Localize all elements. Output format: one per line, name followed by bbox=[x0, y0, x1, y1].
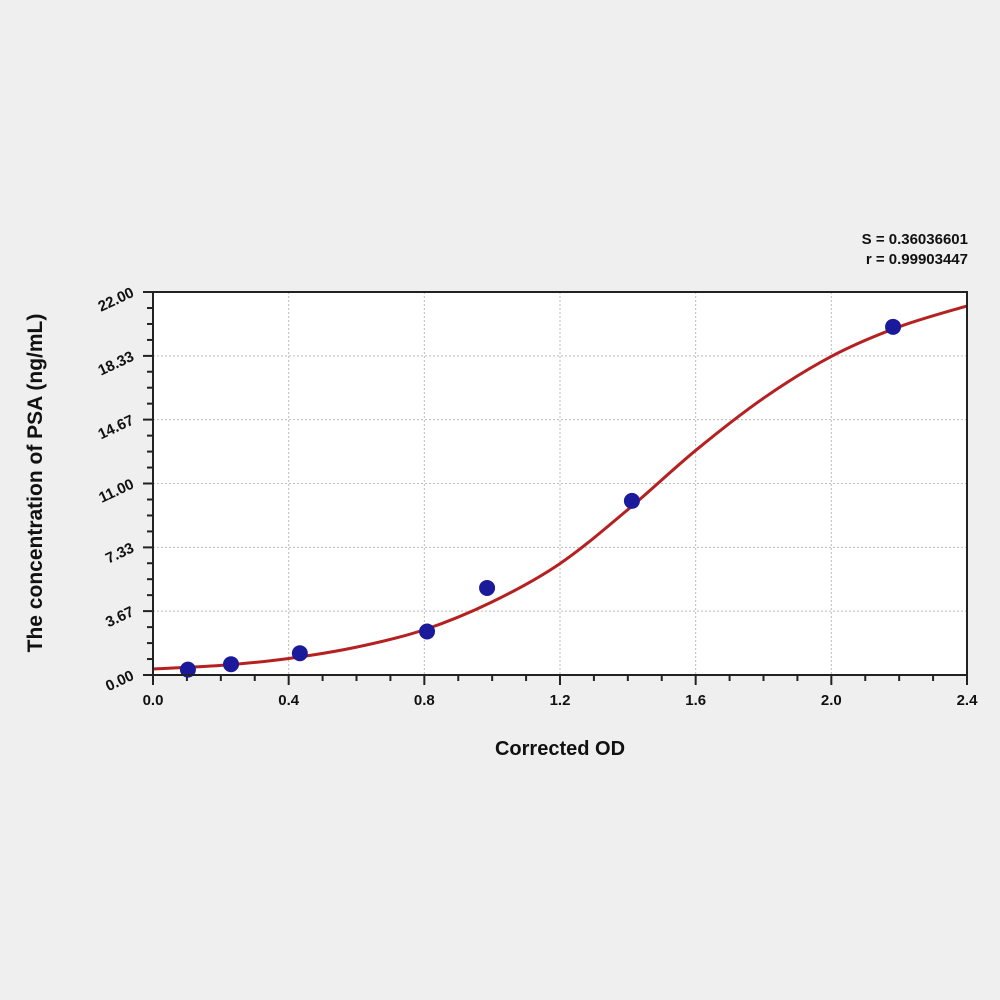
x-axis-title: Corrected OD bbox=[495, 738, 625, 760]
y-tick-label: 7.33 bbox=[103, 540, 137, 568]
data-point bbox=[419, 623, 436, 640]
x-tick-label: 0.8 bbox=[414, 692, 435, 709]
y-tick-label: 22.00 bbox=[95, 284, 136, 315]
x-tick-label: 0.0 bbox=[143, 692, 164, 709]
data-point bbox=[623, 492, 640, 509]
data-point bbox=[291, 645, 308, 662]
fit-curve bbox=[152, 304, 968, 671]
y-tick-label: 3.67 bbox=[103, 603, 137, 631]
data-point bbox=[479, 579, 496, 596]
data-point bbox=[885, 318, 902, 335]
r-value-annotation: r = 0.99903447 bbox=[865, 251, 968, 268]
y-axis-title: The concentration of PSA (ng/mL) bbox=[24, 314, 47, 653]
x-tick-label: 1.2 bbox=[550, 692, 571, 709]
x-tick-label: 0.4 bbox=[278, 692, 300, 709]
y-tick-label: 11.00 bbox=[96, 476, 136, 507]
s-value-annotation: S = 0.36036601 bbox=[861, 231, 968, 248]
data-point bbox=[223, 656, 240, 673]
y-tick-label: 18.33 bbox=[95, 348, 136, 379]
x-tick-label: 2.4 bbox=[957, 692, 979, 709]
x-tick-label: 2.0 bbox=[821, 692, 842, 709]
plot-frame bbox=[152, 291, 968, 676]
data-point bbox=[179, 661, 196, 678]
y-tick-label: 0.00 bbox=[103, 667, 137, 695]
y-tick-label: 14.67 bbox=[95, 412, 136, 443]
x-tick-label: 1.6 bbox=[685, 692, 706, 709]
